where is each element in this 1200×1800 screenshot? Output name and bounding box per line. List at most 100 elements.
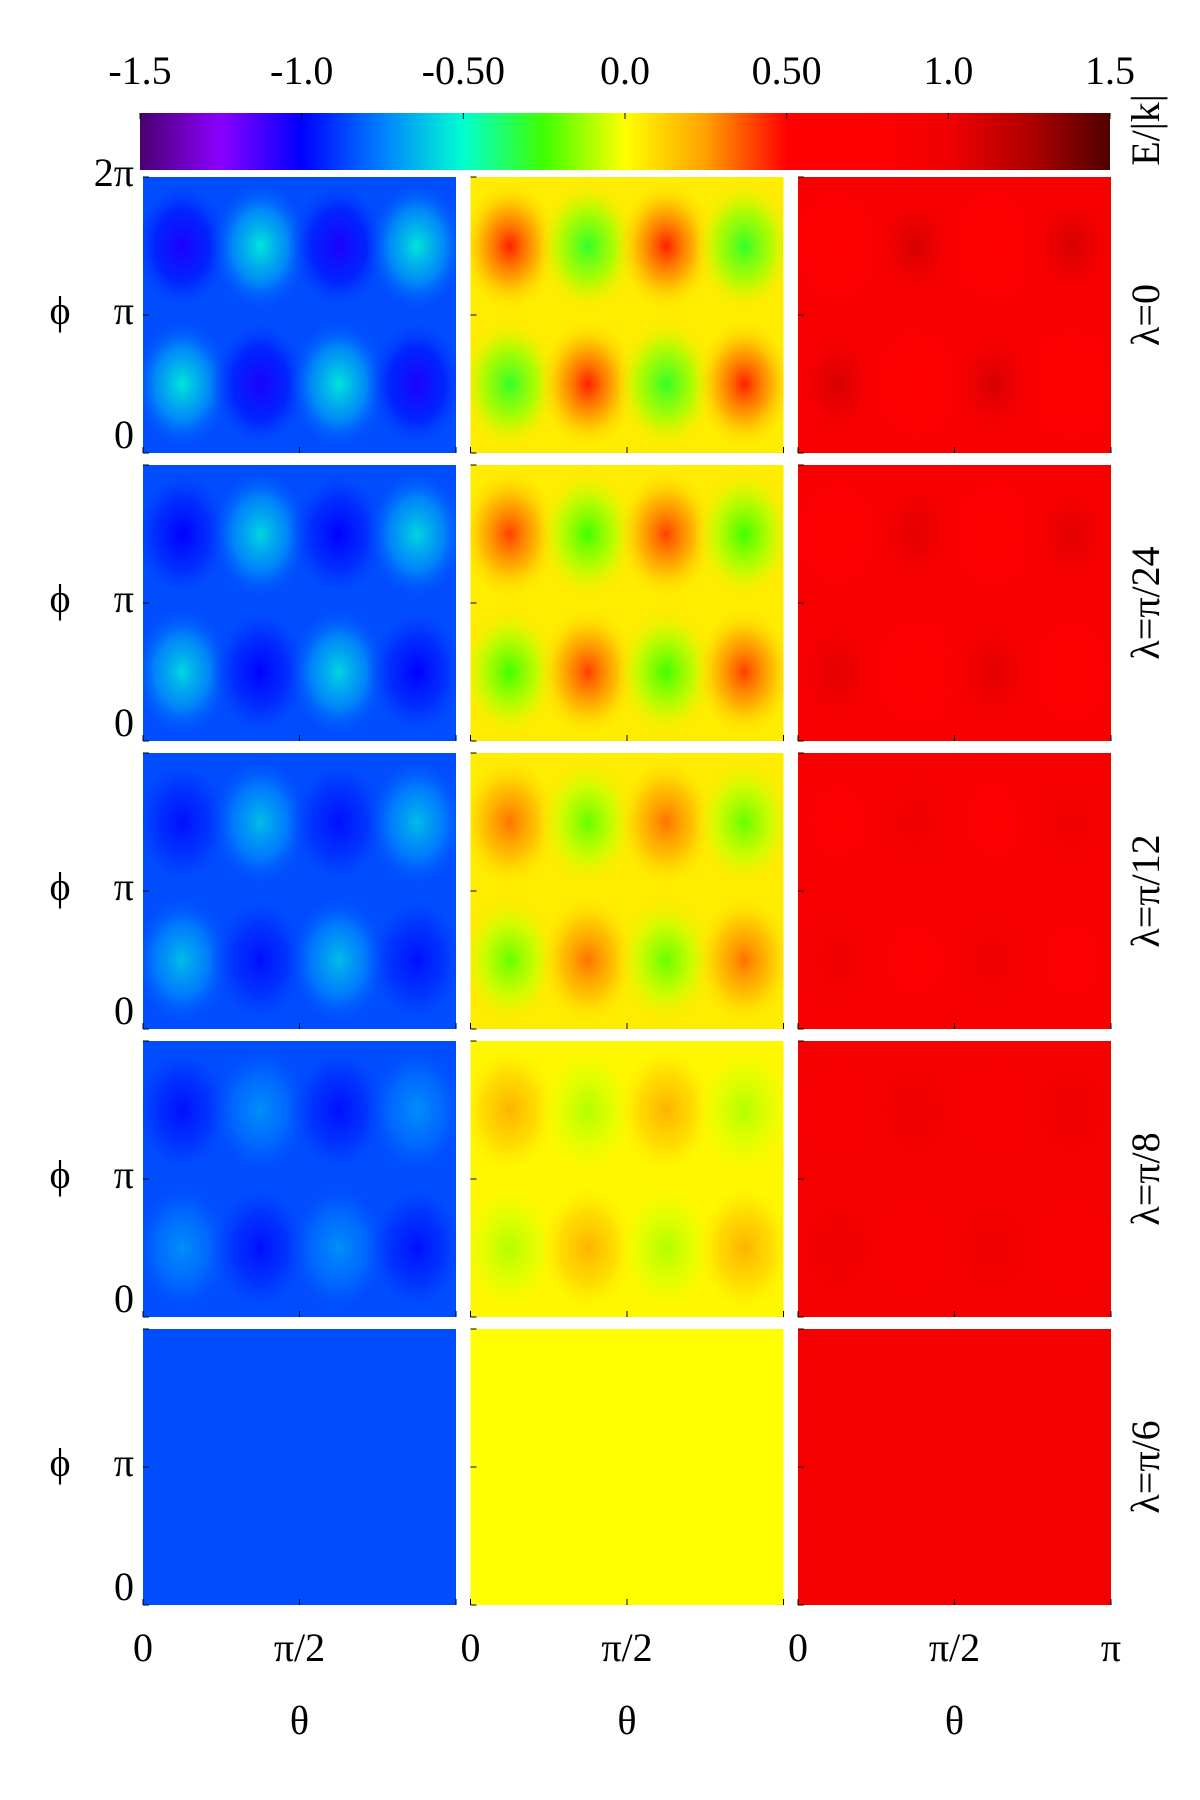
heatmap-lobe bbox=[470, 317, 560, 451]
heatmap-lobe bbox=[210, 1331, 311, 1465]
x-axis-label: θ bbox=[945, 1698, 964, 1743]
heatmap-lobe bbox=[694, 1469, 784, 1603]
heatmap-lobe bbox=[1021, 317, 1111, 451]
heatmap-lobe bbox=[616, 1331, 717, 1465]
heatmap-panel bbox=[143, 177, 456, 453]
heatmap-lobe bbox=[210, 179, 311, 313]
heatmap-lobe bbox=[288, 1043, 389, 1177]
y-axis-label: ϕ bbox=[49, 576, 70, 621]
heatmap-lobe bbox=[210, 467, 311, 601]
heatmap-lobe bbox=[1021, 755, 1111, 889]
heatmap-lobe bbox=[694, 179, 784, 313]
heatmap-lobe bbox=[210, 1181, 311, 1315]
x-tick-label: π/2 bbox=[601, 1625, 652, 1670]
y-tick-label: π bbox=[114, 1152, 134, 1197]
y-axis-label: ϕ bbox=[49, 288, 70, 333]
heatmap-lobe bbox=[210, 755, 311, 889]
y-axis-label: ϕ bbox=[49, 864, 70, 909]
heatmap-lobe bbox=[288, 317, 389, 451]
heatmap-lobe bbox=[537, 1043, 638, 1177]
heatmap-lobe bbox=[798, 317, 888, 451]
heatmap-lobe bbox=[288, 893, 389, 1027]
heatmap-lobe bbox=[798, 179, 888, 313]
heatmap-lobe bbox=[694, 893, 784, 1027]
heatmap-lobe bbox=[470, 179, 560, 313]
heatmap-lobe bbox=[537, 467, 638, 601]
heatmap-lobe bbox=[143, 893, 233, 1027]
heatmap-lobe bbox=[943, 1469, 1044, 1603]
heatmap-lobe bbox=[470, 605, 560, 739]
heatmap-lobe bbox=[865, 1469, 966, 1603]
heatmap-lobe bbox=[537, 317, 638, 451]
y-tick-label: 0 bbox=[114, 412, 134, 457]
heatmap-lobe bbox=[616, 1469, 717, 1603]
heatmap-panel bbox=[143, 753, 456, 1029]
y-axis-label: ϕ bbox=[49, 1152, 70, 1197]
heatmap-lobe bbox=[288, 1469, 389, 1603]
heatmap-panel bbox=[798, 177, 1111, 453]
heatmap-lobe bbox=[1021, 1181, 1111, 1315]
heatmap-lobe bbox=[288, 1331, 389, 1465]
heatmap-lobe bbox=[143, 1331, 233, 1465]
colorbar-tick-label: 0.50 bbox=[752, 48, 822, 93]
heatmap-lobe bbox=[288, 605, 389, 739]
heatmap-lobe bbox=[943, 1331, 1044, 1465]
heatmap-lobe bbox=[537, 755, 638, 889]
heatmap-lobe bbox=[288, 1181, 389, 1315]
heatmap-lobe bbox=[143, 467, 233, 601]
heatmap-lobe bbox=[366, 1043, 456, 1177]
y-tick-label: π bbox=[114, 576, 134, 621]
heatmap-lobe bbox=[616, 179, 717, 313]
heatmap-lobe bbox=[798, 893, 888, 1027]
heatmap-lobe bbox=[143, 317, 233, 451]
heatmap-panel bbox=[470, 1041, 784, 1317]
heatmap-lobe bbox=[943, 893, 1044, 1027]
heatmap-lobe bbox=[470, 755, 560, 889]
heatmap-lobe bbox=[798, 755, 888, 889]
x-tick-label: 0 bbox=[461, 1625, 481, 1670]
heatmap-lobe bbox=[470, 893, 560, 1027]
row-label: λ=π/8 bbox=[1123, 1132, 1168, 1225]
heatmap-lobe bbox=[798, 1181, 888, 1315]
heatmap-lobe bbox=[537, 179, 638, 313]
heatmap-lobe bbox=[694, 317, 784, 451]
y-tick-label: π bbox=[114, 1440, 134, 1485]
heatmap-lobe bbox=[694, 755, 784, 889]
colorbar-tick-label: 1.0 bbox=[923, 48, 973, 93]
heatmap-lobe bbox=[288, 755, 389, 889]
heatmap-lobe bbox=[1021, 1331, 1111, 1465]
heatmap-lobe bbox=[537, 1469, 638, 1603]
heatmap-lobe bbox=[943, 1043, 1044, 1177]
heatmap-panel bbox=[470, 465, 784, 741]
heatmap-lobe bbox=[366, 893, 456, 1027]
heatmap-lobe bbox=[288, 179, 389, 313]
x-tick-label: π/2 bbox=[929, 1625, 980, 1670]
y-tick-label: 0 bbox=[114, 1564, 134, 1609]
colorbar-tick-label: 1.5 bbox=[1085, 48, 1135, 93]
heatmap-lobe bbox=[865, 1043, 966, 1177]
heatmap-lobe bbox=[694, 467, 784, 601]
heatmap-panel bbox=[798, 1329, 1111, 1605]
heatmap-lobe bbox=[616, 1043, 717, 1177]
y-tick-label: π bbox=[114, 864, 134, 909]
heatmap-lobe bbox=[470, 467, 560, 601]
heatmap-lobe bbox=[616, 605, 717, 739]
heatmap-lobe bbox=[210, 1043, 311, 1177]
heatmap-panel bbox=[798, 465, 1111, 741]
heatmap-lobe bbox=[210, 605, 311, 739]
heatmap-lobe bbox=[865, 755, 966, 889]
heatmap-lobe bbox=[537, 893, 638, 1027]
colorbar-label: E/|k| bbox=[1123, 94, 1168, 166]
heatmap-lobe bbox=[616, 317, 717, 451]
heatmap-lobe bbox=[210, 893, 311, 1027]
colorbar-tick-label: -1.5 bbox=[108, 48, 171, 93]
heatmap-lobe bbox=[210, 1469, 311, 1603]
heatmap-lobe bbox=[470, 1043, 560, 1177]
heatmap-lobe bbox=[470, 1469, 560, 1603]
heatmap-lobe bbox=[616, 893, 717, 1027]
heatmap-lobe bbox=[1021, 893, 1111, 1027]
heatmap-lobe bbox=[694, 1331, 784, 1465]
heatmap-lobe bbox=[865, 179, 966, 313]
row-label: λ=π/12 bbox=[1123, 834, 1168, 947]
row-label: λ=π/24 bbox=[1123, 546, 1168, 659]
